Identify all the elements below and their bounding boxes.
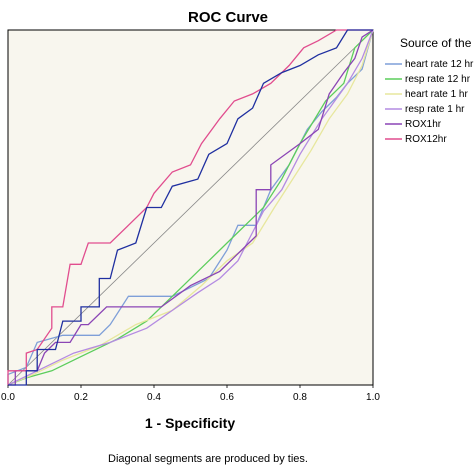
diagonal-layer [7, 29, 374, 386]
series-line-2 [7, 29, 374, 386]
series-line-5 [8, 29, 374, 386]
x-tick-label: 0.8 [293, 392, 307, 403]
series-line-1 [7, 29, 374, 385]
x-tick-label: 0.4 [147, 392, 161, 403]
legend-label: resp rate 1 hr [405, 104, 465, 115]
x-tick-label: 0.0 [1, 392, 15, 403]
x-tick-layer: 0.0 0.2 0.4 0.6 0.8 1.0 [1, 385, 380, 403]
legend-label: resp rate 12 hr [405, 74, 471, 85]
footnote: Diagonal segments are produced by ties. [108, 453, 308, 465]
reference-diagonal [7, 29, 374, 386]
x-axis-label: 1 - Specificity [145, 415, 235, 431]
series-line-7 [8, 29, 373, 386]
legend-label: ROX12hr [405, 134, 447, 145]
legend: Source of the heart rate 12 hr resp rate … [385, 36, 474, 145]
legend-label: heart rate 1 hr [405, 89, 468, 100]
chart-title: ROC Curve [188, 9, 268, 26]
series-line-4 [7, 29, 374, 386]
series-layer [7, 29, 374, 386]
x-tick-label: 0.2 [74, 392, 88, 403]
x-tick-label: 1.0 [366, 392, 380, 403]
x-tick-label: 0.6 [220, 392, 234, 403]
legend-label: ROX1hr [405, 119, 442, 130]
legend-title: Source of the [400, 36, 472, 50]
legend-label: heart rate 12 hr [405, 59, 474, 70]
